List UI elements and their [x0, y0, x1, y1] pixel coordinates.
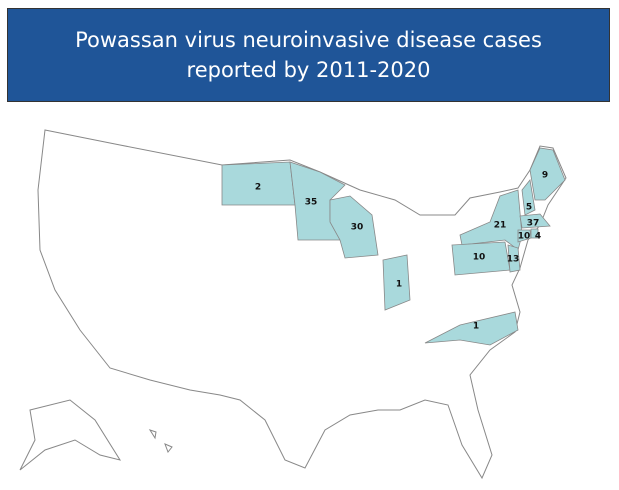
alaska: [19, 399, 122, 471]
region-label: 37: [527, 219, 540, 229]
us-outline: [37, 129, 567, 480]
region-label: 4: [535, 232, 541, 242]
region: [530, 228, 539, 239]
region: [521, 179, 536, 216]
region: [529, 147, 566, 201]
region: [507, 244, 521, 273]
region-label: 2: [255, 183, 261, 193]
title: Powassan virus neuroinvasive disease cas…: [7, 8, 610, 102]
region: [329, 195, 379, 259]
region-label: 1: [473, 322, 479, 332]
region-label: 10: [473, 253, 486, 263]
region-label: 21: [494, 221, 507, 231]
region-label: 35: [305, 198, 318, 208]
region-label: 9: [542, 171, 548, 181]
region: [519, 213, 551, 229]
region-label: 30: [351, 223, 364, 233]
region: [382, 254, 411, 311]
region-label: 10: [518, 232, 531, 242]
region-label: 1: [396, 280, 402, 290]
region-label: 13: [507, 255, 520, 265]
hawaii: [148, 429, 173, 453]
region-label: 5: [526, 203, 532, 213]
region: [424, 311, 519, 346]
